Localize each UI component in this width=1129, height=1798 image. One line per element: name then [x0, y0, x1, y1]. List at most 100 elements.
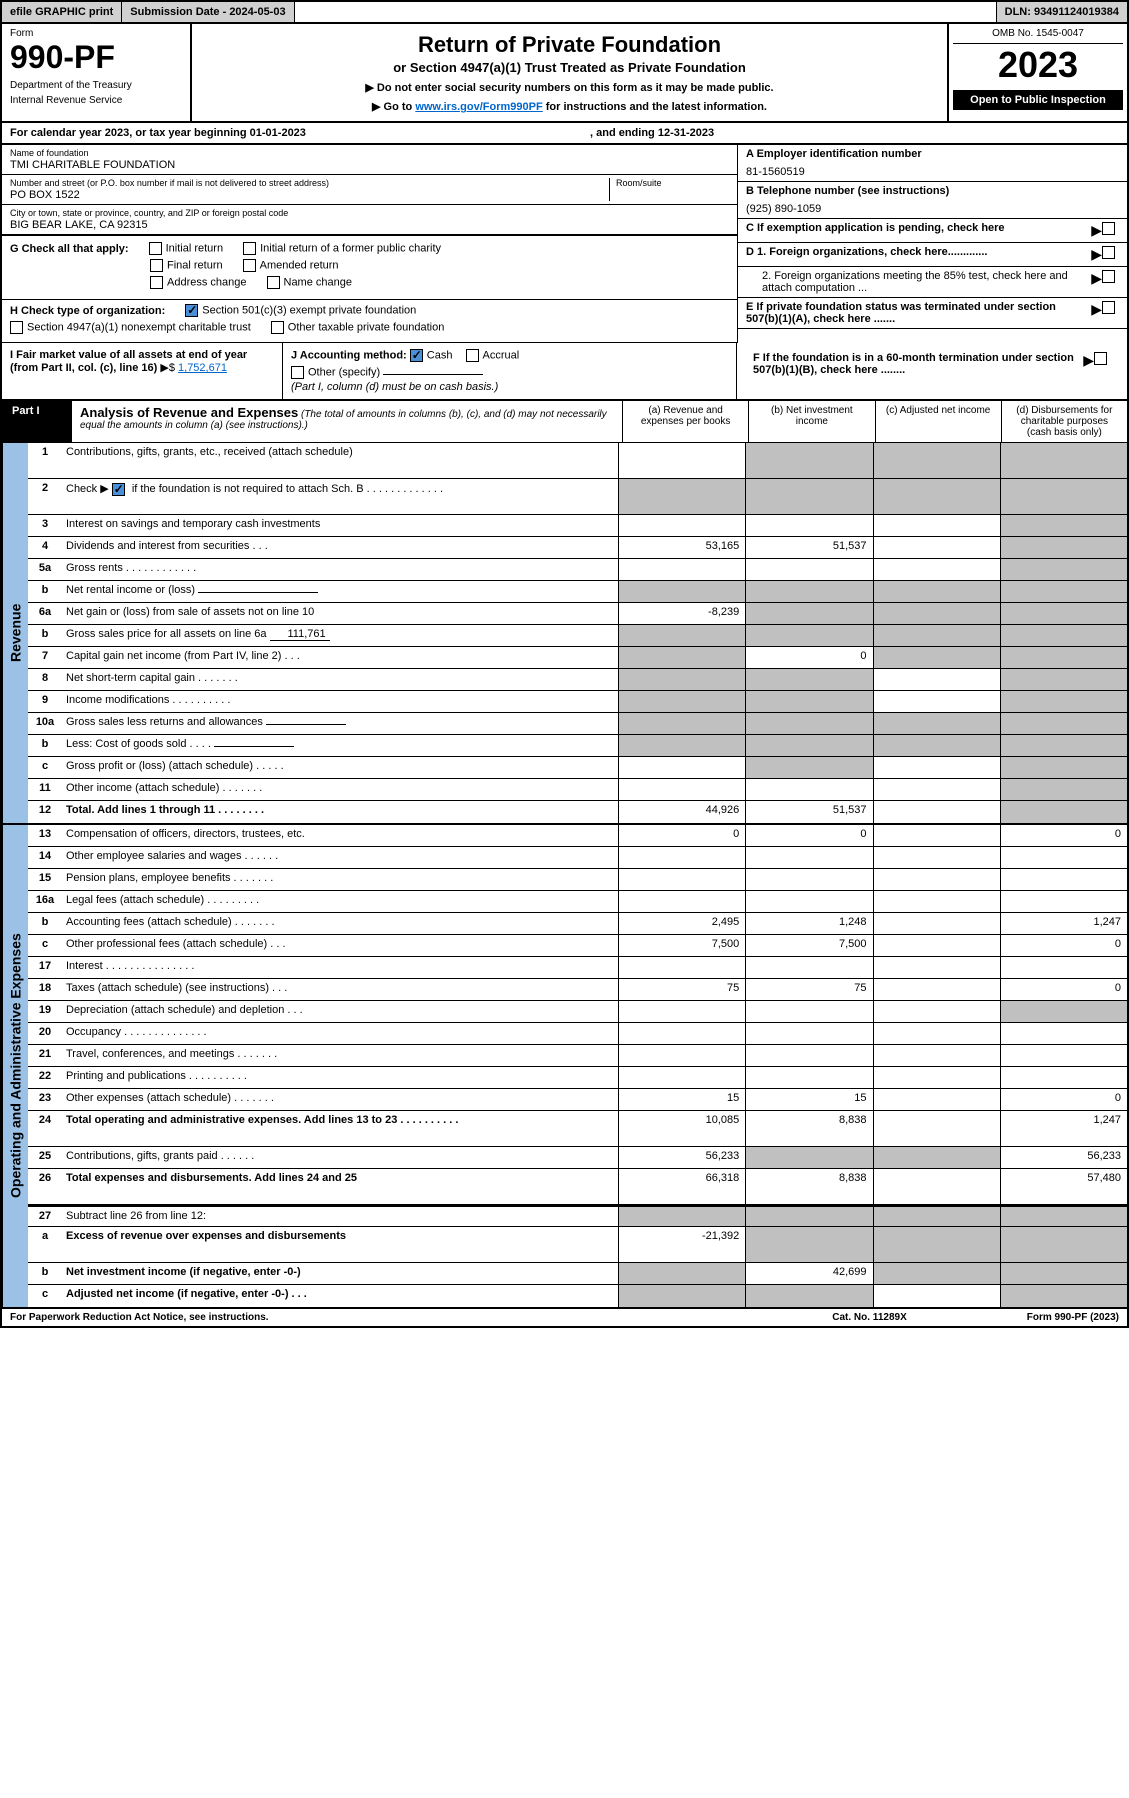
efile-label[interactable]: efile GRAPHIC print	[2, 2, 122, 22]
table-row: 14Other employee salaries and wages . . …	[28, 847, 1127, 869]
col-d-header: (d) Disbursements for charitable purpose…	[1001, 401, 1127, 442]
checkbox-d2[interactable]	[1102, 270, 1115, 283]
arrow-icon: ▶	[1091, 270, 1102, 287]
checkbox-address-change[interactable]	[150, 276, 163, 289]
expenses-side-label: Operating and Administrative Expenses	[2, 825, 28, 1307]
table-row: 15Pension plans, employee benefits . . .…	[28, 869, 1127, 891]
section-j: J Accounting method: Cash Accrual Other …	[282, 343, 737, 399]
checkbox-other-taxable[interactable]	[271, 321, 284, 334]
table-row: 26Total expenses and disbursements. Add …	[28, 1169, 1127, 1205]
form-label: Form	[10, 28, 182, 39]
table-row: 20Occupancy . . . . . . . . . . . . . .	[28, 1023, 1127, 1045]
checkbox-name-change[interactable]	[267, 276, 280, 289]
fmv-link[interactable]: 1,752,671	[178, 362, 227, 374]
table-row: bNet rental income or (loss)	[28, 581, 1127, 603]
form990pf-link[interactable]: www.irs.gov/Form990PF	[415, 101, 542, 113]
g-label: G Check all that apply:	[10, 243, 129, 255]
section-h: H Check type of organization: Section 50…	[2, 300, 737, 343]
section-d2: 2. Foreign organizations meeting the 85%…	[738, 267, 1127, 298]
table-row: 19Depreciation (attach schedule) and dep…	[28, 1001, 1127, 1023]
city-cell: City or town, state or province, country…	[2, 205, 737, 235]
table-row: 21Travel, conferences, and meetings . . …	[28, 1045, 1127, 1067]
top-bar: efile GRAPHIC print Submission Date - 20…	[0, 0, 1129, 24]
footer-left: For Paperwork Reduction Act Notice, see …	[10, 1312, 269, 1323]
checkbox-4947[interactable]	[10, 321, 23, 334]
table-row: 8Net short-term capital gain . . . . . .…	[28, 669, 1127, 691]
table-row: 11Other income (attach schedule) . . . .…	[28, 779, 1127, 801]
section-c: C If exemption application is pending, c…	[738, 219, 1127, 243]
footer-right: Form 990-PF (2023)	[1027, 1312, 1119, 1323]
open-public: Open to Public Inspection	[953, 90, 1123, 110]
table-row: 10aGross sales less returns and allowanc…	[28, 713, 1127, 735]
city-value: BIG BEAR LAKE, CA 92315	[10, 219, 729, 231]
gross-sales-input[interactable]	[266, 724, 346, 725]
table-row: 7Capital gain net income (from Part IV, …	[28, 647, 1127, 669]
gross-sales-value: 111,761	[270, 628, 330, 641]
col-c-header: (c) Adjusted net income	[875, 401, 1001, 442]
checkbox-c[interactable]	[1102, 222, 1115, 235]
part1-label: Part I	[2, 401, 72, 442]
arrow-icon: ▶	[1091, 301, 1102, 318]
checkbox-f[interactable]	[1094, 352, 1107, 365]
expenses-table: Operating and Administrative Expenses 13…	[0, 825, 1129, 1309]
table-row: bNet investment income (if negative, ent…	[28, 1263, 1127, 1285]
checkbox-501c3[interactable]	[185, 304, 198, 317]
checkbox-former-charity[interactable]	[243, 242, 256, 255]
checkbox-initial-return[interactable]	[149, 242, 162, 255]
checkbox-amended[interactable]	[243, 259, 256, 272]
part1-desc-cell: Analysis of Revenue and Expenses (The to…	[72, 401, 622, 442]
arrow-icon: ▶	[1083, 352, 1094, 369]
checkbox-e[interactable]	[1102, 301, 1115, 314]
table-row: 12Total. Add lines 1 through 11 . . . . …	[28, 801, 1127, 823]
info-grid: Name of foundation TMI CHARITABLE FOUNDA…	[0, 145, 1129, 343]
opt-other: Other taxable private foundation	[288, 321, 445, 333]
d1-label: D 1. Foreign organizations, check here..…	[746, 246, 1091, 258]
section-i: I Fair market value of all assets at end…	[2, 343, 282, 399]
address-cell: Number and street (or P.O. box number if…	[2, 175, 737, 205]
i-arrow: ▶$	[160, 362, 175, 374]
c-label: C If exemption application is pending, c…	[746, 222, 1091, 234]
table-row: 23Other expenses (attach schedule) . . .…	[28, 1089, 1127, 1111]
checkbox-sch-b[interactable]	[112, 483, 125, 496]
section-d1: D 1. Foreign organizations, check here..…	[738, 243, 1127, 267]
info-left: Name of foundation TMI CHARITABLE FOUNDA…	[2, 145, 737, 343]
ein-label: A Employer identification number	[746, 148, 1119, 160]
checkbox-accrual[interactable]	[466, 349, 479, 362]
cogs-input[interactable]	[214, 746, 294, 747]
tel-label: B Telephone number (see instructions)	[746, 185, 1119, 197]
j-other: Other (specify)	[308, 366, 380, 378]
address: PO BOX 1522	[10, 189, 609, 201]
other-specify-input[interactable]	[383, 374, 483, 375]
net-rental-input[interactable]	[198, 592, 318, 593]
checkbox-final-return[interactable]	[150, 259, 163, 272]
opt-initial: Initial return	[166, 242, 223, 254]
opt-namechg: Name change	[284, 276, 353, 288]
checkbox-cash[interactable]	[410, 349, 423, 362]
arrow-icon: ▶	[1091, 246, 1102, 263]
note-pre: ▶ Go to	[372, 101, 415, 113]
table-row: aExcess of revenue over expenses and dis…	[28, 1227, 1127, 1263]
table-row: 18Taxes (attach schedule) (see instructi…	[28, 979, 1127, 1001]
table-row: 9Income modifications . . . . . . . . . …	[28, 691, 1127, 713]
tax-year: 2023	[953, 44, 1123, 86]
col-b-header: (b) Net investment income	[748, 401, 874, 442]
table-row: bAccounting fees (attach schedule) . . .…	[28, 913, 1127, 935]
addr-label: Number and street (or P.O. box number if…	[10, 178, 609, 188]
form-number: 990-PF	[10, 39, 182, 76]
omb-number: OMB No. 1545-0047	[953, 28, 1123, 44]
footer-center: Cat. No. 11289X	[832, 1312, 906, 1323]
table-row: 1Contributions, gifts, grants, etc., rec…	[28, 443, 1127, 479]
info-right: A Employer identification number 81-1560…	[737, 145, 1127, 343]
checkbox-other-method[interactable]	[291, 366, 304, 379]
opt-addrchg: Address change	[167, 276, 247, 288]
opt-501c3: Section 501(c)(3) exempt private foundat…	[202, 304, 416, 316]
checkbox-d1[interactable]	[1102, 246, 1115, 259]
form-subtitle: or Section 4947(a)(1) Trust Treated as P…	[200, 60, 939, 75]
table-row: 24Total operating and administrative exp…	[28, 1111, 1127, 1147]
dept-treasury: Department of the Treasury	[10, 80, 182, 91]
form-header: Form 990-PF Department of the Treasury I…	[0, 24, 1129, 123]
section-g: G Check all that apply: Initial return I…	[2, 235, 737, 300]
cal-year-end: , and ending 12-31-2023	[590, 127, 714, 139]
table-row: 2Check ▶ if the foundation is not requir…	[28, 479, 1127, 515]
foundation-name: TMI CHARITABLE FOUNDATION	[10, 159, 729, 171]
